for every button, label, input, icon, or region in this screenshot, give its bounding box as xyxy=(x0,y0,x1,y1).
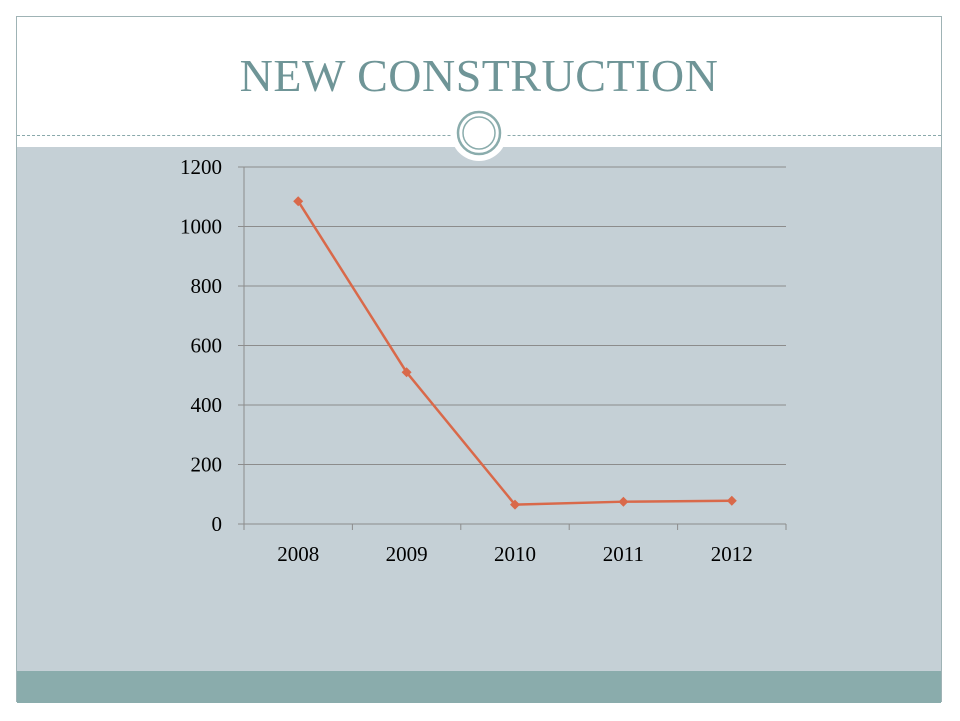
data-point-marker xyxy=(618,496,629,507)
data-point-marker xyxy=(726,495,737,506)
x-tick-label: 2008 xyxy=(277,542,319,566)
y-tick-label: 1000 xyxy=(180,215,222,239)
y-tick-label: 1200 xyxy=(180,155,222,179)
data-point-marker xyxy=(293,196,304,207)
circle-ornament-icon xyxy=(456,110,502,156)
y-tick-label: 200 xyxy=(191,453,223,477)
slide-frame: NEW CONSTRUCTION 0 200 400 600 800 1000 1200 20… xyxy=(16,16,942,703)
series-line xyxy=(297,200,732,506)
data-point-marker xyxy=(510,499,520,510)
divider-ornament xyxy=(451,105,507,161)
slide-title: NEW CONSTRUCTION xyxy=(239,50,719,101)
y-tick-label: 600 xyxy=(191,334,223,358)
footer-band xyxy=(17,671,941,703)
x-tick-label: 2011 xyxy=(603,542,644,566)
y-tick-label: 400 xyxy=(191,393,223,417)
x-tick-label: 2009 xyxy=(386,542,428,566)
y-tick-label: 0 xyxy=(212,512,223,536)
content-area xyxy=(17,147,941,671)
y-tick-label: 800 xyxy=(191,274,223,298)
x-tick-label: 2012 xyxy=(711,542,753,566)
data-point-marker xyxy=(401,367,412,378)
x-tick-label: 2010 xyxy=(494,542,536,566)
